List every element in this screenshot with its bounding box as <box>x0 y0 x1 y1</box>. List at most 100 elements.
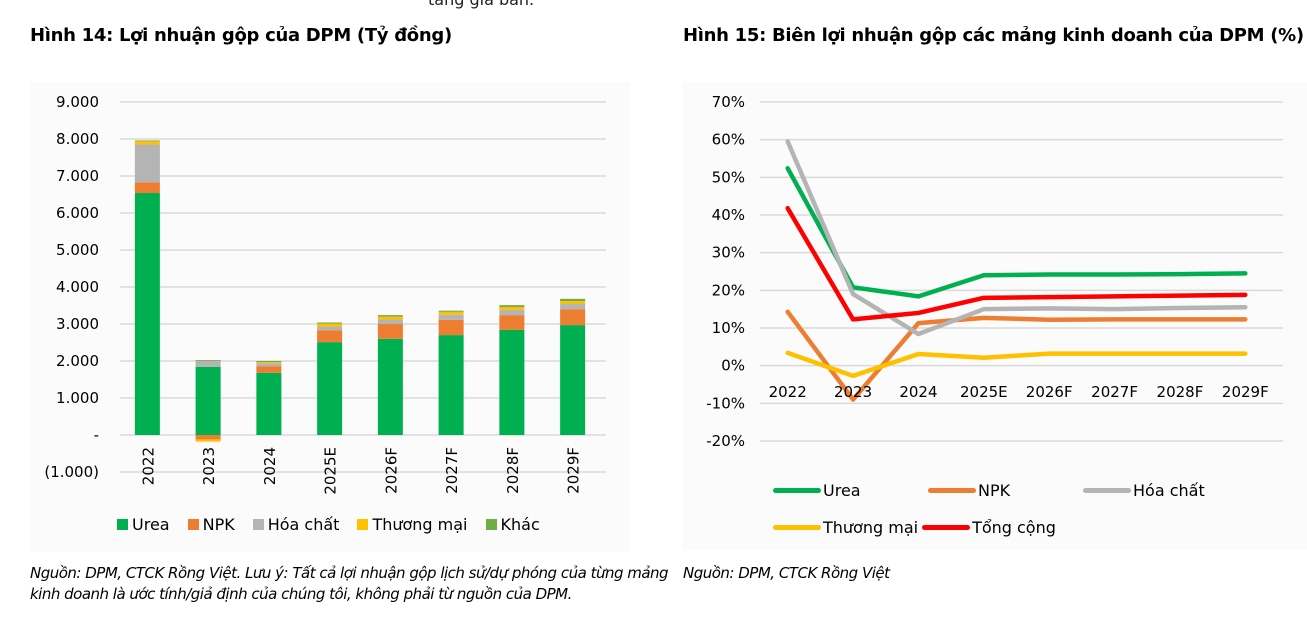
y-tick-label: 40% <box>712 206 745 224</box>
y-tick-label: 3.000 <box>56 315 99 333</box>
y-tick-label: 7.000 <box>56 167 99 185</box>
line-x-axis: 2022 2023 2024 2025E 2026F 2027F 2028F 2029F <box>769 383 1269 401</box>
bar-segment-thương-mại <box>134 141 160 145</box>
line-npk <box>785 309 1248 402</box>
legend-swatch <box>485 519 497 530</box>
bar-segment-thương-mại <box>195 439 221 442</box>
bar-chart-legend: Urea NPK Hóa chất Thương mại Khác <box>117 515 540 534</box>
line-tổng-cộng <box>785 205 1248 322</box>
bar-segment-khác <box>499 305 525 307</box>
x-tick-label: 2029F <box>1222 383 1269 401</box>
legend-item-npk: NPK <box>187 515 235 534</box>
legend-label: Khác <box>500 515 540 534</box>
x-tick-label: 2024 <box>899 383 937 401</box>
legend-item-khac: Khác <box>485 515 540 534</box>
x-tick-label: 2025E <box>322 447 340 495</box>
legend-label: NPK <box>978 481 1011 500</box>
x-tick-label: 2026F <box>1026 383 1073 401</box>
legend-swatch <box>187 519 199 530</box>
bar-segment-thương-mại <box>438 311 464 315</box>
previous-paragraph-fragment: tăng giá bán. <box>428 0 534 9</box>
bar-segment-urea <box>438 335 464 435</box>
y-tick-label: 30% <box>712 244 745 262</box>
line-grid <box>760 101 1283 442</box>
y-tick-label: 1.000 <box>56 389 99 407</box>
bar-segment-thương-mại <box>560 301 586 305</box>
y-tick-label: 4.000 <box>56 278 99 296</box>
x-tick-label: 2024 <box>261 447 279 485</box>
y-tick-label: 5.000 <box>56 241 99 259</box>
y-tick-label: 8.000 <box>56 130 99 148</box>
y-tick-label: (1.000) <box>44 463 99 481</box>
figure-15-title: Hình 15: Biên lợi nhuận gộp các mảng kin… <box>683 25 1304 46</box>
legend-item-hoa-chat: Hóa chất <box>1083 481 1205 500</box>
bar-x-axis: 2022 2023 2024 2025E 2026F 2027F 2028F 2029F <box>139 447 582 495</box>
line-thương-mại <box>785 350 1248 379</box>
legend-swatch <box>117 519 128 530</box>
y-tick-label: 50% <box>712 168 745 186</box>
legend-label: Urea <box>823 481 861 500</box>
legend-item-hoa-chat: Hóa chất <box>252 515 340 534</box>
x-tick-label: 2028F <box>504 447 522 494</box>
legend-label: Thương mại <box>823 518 919 537</box>
bar-segment-hóa-chất <box>317 326 343 331</box>
x-tick-label: 2026F <box>382 447 400 494</box>
x-tick-label: 2028F <box>1157 383 1204 401</box>
y-tick-label: 10% <box>712 319 745 337</box>
bar-segment-thương-mại <box>256 362 282 364</box>
bar-segment-urea <box>256 372 282 435</box>
bar-segment-urea <box>195 366 221 435</box>
y-tick-label: -10% <box>706 394 745 412</box>
legend-item-tong-cong: Tổng cộng <box>922 518 1056 537</box>
x-tick-label: 2025E <box>960 383 1008 401</box>
legend-item-npk: NPK <box>928 481 1083 500</box>
legend-item-urea: Urea <box>773 481 928 500</box>
y-tick-label: 0% <box>721 357 745 375</box>
line-series <box>785 139 1248 402</box>
bar-segment-npk <box>134 182 160 194</box>
legend-line <box>922 525 971 530</box>
line-chart-legend: Urea NPK Hóa chất Thương mại Tổng cộng <box>773 472 1205 546</box>
legend-label: Hóa chất <box>1133 481 1205 500</box>
legend-swatch <box>357 519 369 530</box>
bar-segment-hóa-chất <box>499 309 525 316</box>
bar-segment-thương-mại <box>377 316 403 320</box>
y-tick-label: 60% <box>712 131 745 149</box>
legend-label: Tổng cộng <box>972 518 1056 537</box>
y-tick-label: 9.000 <box>56 93 99 111</box>
bar-segment-npk <box>317 330 343 343</box>
legend-line <box>773 525 821 530</box>
bar-segment-khác <box>438 310 464 312</box>
y-tick-label: 2.000 <box>56 352 99 370</box>
legend-line <box>1083 488 1131 493</box>
bar-segment-urea <box>377 338 403 435</box>
line-hóa-chất <box>785 139 1248 337</box>
legend-label: Urea <box>132 515 170 534</box>
bar-segment-urea <box>560 325 586 435</box>
bar-chart-panel <box>30 82 630 552</box>
bar-segment-thương-mại <box>499 306 525 310</box>
y-tick-label: - <box>94 426 99 444</box>
bar-segment-urea <box>499 329 525 435</box>
bar-segment-hóa-chất <box>438 314 464 320</box>
line-y-axis: -20% -10% 0% 10% 20% 30% 40% 50% 60% 70% <box>706 93 745 450</box>
x-tick-label: 2022 <box>139 447 157 485</box>
bar-segment-hóa-chất <box>377 319 403 324</box>
x-tick-label: 2022 <box>769 383 807 401</box>
legend-label: Hóa chất <box>267 515 340 534</box>
legend-item-thuong-mai: Thương mại <box>773 518 918 537</box>
x-tick-label: 2029F <box>565 447 583 494</box>
x-tick-label: 2023 <box>834 383 872 401</box>
bar-segment-npk <box>195 435 221 440</box>
legend-line <box>928 488 976 493</box>
bar-segment-hóa-chất <box>195 360 221 367</box>
bar-segment-khác <box>134 140 160 142</box>
bar-segment-npk <box>438 319 464 336</box>
bar-y-axis: (1.000) - 1.000 2.000 3.000 4.000 5.000 6.000 7.… <box>44 93 99 481</box>
bar-segment-npk <box>377 324 403 339</box>
legend-label: NPK <box>202 515 235 534</box>
legend-item-urea: Urea <box>117 515 170 534</box>
bar-segment-khác <box>317 322 343 324</box>
